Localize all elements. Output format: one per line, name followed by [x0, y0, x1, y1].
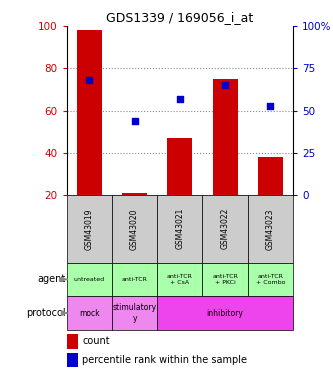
Bar — [67, 296, 112, 330]
Bar — [157, 195, 202, 262]
Bar — [157, 262, 202, 296]
Bar — [258, 157, 283, 195]
Bar — [122, 193, 147, 195]
Bar — [112, 195, 157, 262]
Bar — [202, 195, 248, 262]
Point — [222, 82, 228, 88]
Bar — [67, 262, 112, 296]
Point — [132, 118, 137, 124]
Text: agent: agent — [37, 274, 66, 284]
Text: mock: mock — [79, 309, 100, 318]
Bar — [77, 30, 102, 195]
Point — [177, 96, 182, 102]
Title: GDS1339 / 169056_i_at: GDS1339 / 169056_i_at — [106, 11, 253, 24]
Text: count: count — [83, 336, 110, 346]
Bar — [248, 195, 293, 262]
Text: GSM43020: GSM43020 — [130, 208, 139, 249]
Point — [87, 77, 92, 83]
Bar — [167, 138, 192, 195]
Text: GSM43019: GSM43019 — [85, 208, 94, 249]
Bar — [112, 262, 157, 296]
Text: percentile rank within the sample: percentile rank within the sample — [83, 355, 247, 365]
Text: GSM43021: GSM43021 — [175, 208, 184, 249]
Text: anti-TCR: anti-TCR — [122, 277, 148, 282]
Text: anti-TCR
+ Combo: anti-TCR + Combo — [256, 274, 285, 285]
Text: inhibitory: inhibitory — [207, 309, 243, 318]
Text: GSM43022: GSM43022 — [220, 208, 230, 249]
Text: GSM43023: GSM43023 — [266, 208, 275, 249]
Bar — [157, 296, 293, 330]
Bar — [213, 79, 237, 195]
Bar — [202, 262, 248, 296]
Bar — [67, 352, 78, 367]
Text: anti-TCR
+ PKCi: anti-TCR + PKCi — [212, 274, 238, 285]
Bar — [67, 334, 78, 349]
Bar — [67, 195, 112, 262]
Text: untreated: untreated — [74, 277, 105, 282]
Bar — [112, 296, 157, 330]
Text: anti-TCR
+ CsA: anti-TCR + CsA — [167, 274, 193, 285]
Point — [268, 102, 273, 109]
Text: stimulatory
y: stimulatory y — [113, 303, 157, 323]
Text: protocol: protocol — [26, 308, 66, 318]
Bar — [248, 262, 293, 296]
